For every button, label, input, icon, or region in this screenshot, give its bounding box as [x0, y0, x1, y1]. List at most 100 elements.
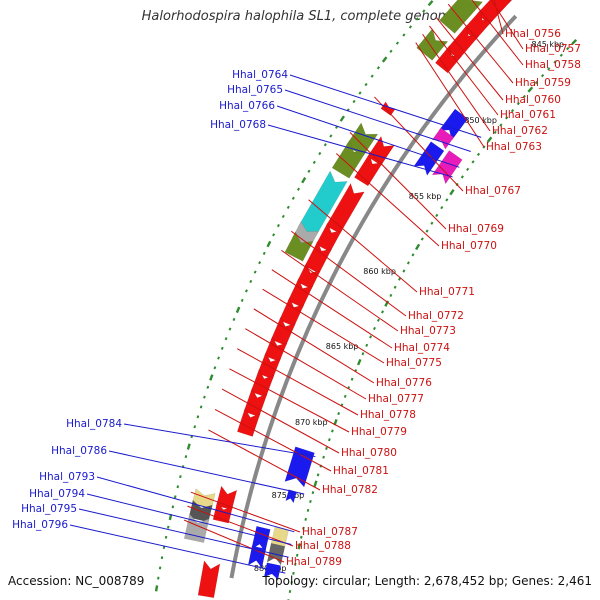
inner-tick	[249, 279, 253, 284]
inner-tick	[266, 240, 272, 248]
inner-tick	[301, 177, 307, 184]
outer-tick	[466, 167, 470, 172]
outer-tick	[343, 394, 347, 398]
reverse-gene-label-leader	[187, 505, 294, 547]
inner-tick	[245, 289, 248, 293]
outer-tick	[411, 253, 415, 257]
reverse-gene-label: Hhal_0789	[286, 556, 342, 568]
reverse-gene-label: Hhal_0756	[505, 28, 561, 40]
reverse-gene-label-leader	[447, 3, 514, 84]
outer-tick	[328, 438, 331, 442]
reverse-gene-label: Hhal_0778	[360, 409, 416, 421]
forward-gene-block	[251, 525, 271, 553]
reverse-gene-block	[367, 135, 395, 166]
outer-tick	[430, 221, 434, 225]
outer-tick	[566, 46, 570, 51]
inner-tick	[235, 306, 241, 314]
inner-tick	[312, 160, 316, 165]
inner-tick	[376, 66, 380, 70]
reverse-gene-block	[354, 153, 384, 187]
forward-gene-label-leader	[108, 450, 305, 495]
reverse-gene-block	[345, 122, 379, 157]
inner-tick	[166, 525, 170, 529]
inner-tick	[176, 485, 180, 489]
forward-gene-block	[263, 562, 282, 581]
inner-tick	[228, 327, 232, 331]
reverse-gene-block	[284, 231, 314, 262]
forward-gene-label-leader	[276, 105, 460, 168]
inner-tick	[171, 505, 175, 509]
outer-tick	[406, 261, 410, 265]
reverse-gene-label: Hhal_0781	[333, 465, 389, 477]
reverse-gene-label-leader	[374, 96, 464, 192]
kbp-label: 870 kbp	[295, 418, 328, 427]
inner-tick	[232, 317, 236, 322]
outer-tick	[527, 86, 534, 93]
inner-tick	[415, 17, 419, 21]
inner-tick	[224, 337, 228, 341]
reverse-gene-label: Hhal_0772	[408, 310, 464, 322]
inner-tick	[272, 233, 276, 237]
outer-tick	[425, 229, 429, 233]
reverse-gene-block	[439, 0, 484, 34]
inner-tick	[253, 270, 257, 274]
reverse-gene-label-leader	[262, 288, 385, 364]
outer-tick	[493, 130, 497, 134]
map-title: Halorhodospira halophila SL1, complete g…	[141, 9, 459, 24]
reverse-gene-label-leader	[229, 368, 350, 433]
reverse-gene-label-leader	[429, 25, 499, 116]
outer-tick	[297, 543, 302, 550]
inner-tick	[193, 425, 197, 429]
inner-tick	[196, 415, 200, 419]
inner-tick	[262, 251, 266, 255]
inner-tick	[422, 9, 426, 13]
outer-tick	[381, 310, 384, 314]
outer-tick	[449, 189, 455, 196]
forward-gene-label-leader	[123, 423, 316, 458]
inner-tick	[370, 74, 374, 78]
inner-tick	[186, 443, 191, 450]
reverse-gene-label-leader	[190, 491, 301, 533]
reverse-gene-label: Hhal_0775	[386, 357, 442, 369]
reverse-gene-label-leader	[271, 269, 393, 349]
inner-tick	[389, 49, 393, 53]
inner-tick	[217, 356, 220, 360]
reverse-gene-label: Hhal_0767	[465, 185, 521, 197]
inner-tick	[408, 25, 413, 29]
outer-tick	[306, 508, 310, 512]
reverse-gene-label-leader	[349, 132, 447, 230]
reverse-gene-label: Hhal_0774	[394, 342, 450, 354]
reverse-gene-label-leader	[422, 33, 491, 132]
inner-tick	[296, 187, 300, 191]
outer-tick	[302, 526, 305, 530]
topology-label: Topology: circular; Length: 2,678,452 bp…	[262, 574, 592, 588]
outer-tick	[476, 152, 481, 157]
reverse-gene-label: Hhal_0777	[368, 393, 424, 405]
outer-tick	[313, 480, 318, 487]
inner-tick	[276, 223, 280, 228]
outer-tick	[325, 446, 328, 451]
outer-tick	[440, 205, 444, 210]
forward-gene-label-leader	[267, 124, 453, 178]
inner-tick	[358, 91, 362, 95]
reverse-gene-label: Hhal_0771	[419, 286, 475, 298]
outer-tick	[294, 562, 297, 566]
forward-gene-label: Hhal_0795	[21, 503, 77, 515]
kbp-label: 865 kbp	[326, 342, 359, 351]
inner-tick	[154, 585, 159, 592]
outer-tick	[373, 326, 376, 331]
outer-tick	[435, 213, 439, 218]
reverse-gene-label-leader	[245, 328, 367, 400]
reverse-gene-label: Hhal_0757	[525, 43, 581, 55]
forward-gene-label: Hhal_0793	[39, 471, 95, 483]
inner-tick	[381, 56, 388, 63]
outer-tick	[516, 101, 520, 106]
outer-tick	[376, 318, 380, 322]
reverse-gene-label-leader	[236, 348, 359, 416]
kbp-label: 860 kbp	[363, 267, 396, 276]
inner-tick	[203, 395, 206, 399]
forward-gene-label-leader	[78, 508, 289, 558]
forward-gene-label: Hhal_0765	[227, 84, 283, 96]
reverse-gene-label: Hhal_0760	[505, 94, 561, 106]
inner-tick	[307, 169, 311, 173]
